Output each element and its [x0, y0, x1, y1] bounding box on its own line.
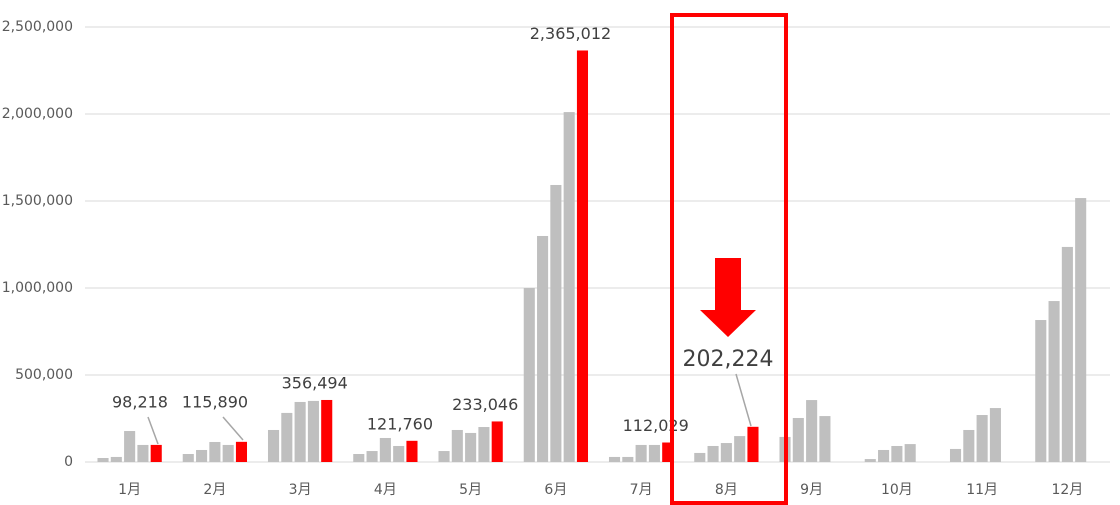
bar: [366, 451, 378, 462]
bar: [648, 444, 660, 462]
bar: [622, 456, 634, 462]
bar: [321, 399, 333, 462]
bar: [662, 442, 674, 462]
x-tick-label: 3月: [289, 482, 312, 498]
data-label: 233,046: [452, 395, 518, 414]
bar: [150, 444, 162, 462]
bar: [438, 451, 450, 462]
bar: [537, 235, 549, 462]
bar: [550, 184, 562, 462]
x-tick-label: 4月: [374, 482, 397, 498]
y-tick-label: 0: [64, 454, 73, 470]
x-tick-label: 2月: [203, 482, 226, 498]
bar: [734, 436, 746, 462]
bar: [608, 456, 621, 462]
x-tick-label: 11月: [966, 482, 998, 498]
bar: [694, 452, 706, 462]
x-tick-label: 5月: [459, 482, 482, 498]
bar: [124, 431, 136, 462]
bar: [747, 426, 759, 462]
bar: [1035, 320, 1047, 462]
bar: [949, 448, 962, 462]
bar: [989, 408, 1001, 462]
bar: [707, 445, 719, 462]
leader-line: [735, 373, 752, 427]
y-tick-label: 2,000,000: [2, 106, 73, 122]
bar: [792, 417, 804, 462]
bar: [406, 440, 418, 462]
bar: [196, 449, 208, 462]
bar: [97, 457, 109, 462]
bar: [576, 50, 589, 462]
highlight-box: [670, 13, 788, 505]
data-label: 112,029: [623, 416, 689, 435]
bar: [904, 444, 916, 462]
bar: [182, 453, 194, 462]
y-tick-label: 2,500,000: [2, 19, 73, 35]
bar: [819, 416, 831, 462]
bar: [235, 441, 248, 462]
bar: [720, 443, 732, 462]
bar: [963, 429, 975, 462]
bar: [222, 444, 234, 462]
y-tick-label: 1,000,000: [2, 280, 73, 296]
x-tick-label: 8月: [715, 482, 738, 498]
x-tick-label: 9月: [800, 482, 823, 498]
bar: [137, 444, 149, 462]
arrow: [700, 258, 756, 337]
x-tick-label: 7月: [630, 482, 653, 498]
x-tick-label: 10月: [881, 482, 913, 498]
bar: [379, 437, 391, 462]
bar: [635, 444, 647, 462]
data-label: 121,760: [367, 414, 433, 433]
data-label: 115,890: [182, 393, 248, 412]
bar: [209, 441, 221, 462]
x-tick-label: 6月: [544, 482, 567, 498]
bar: [491, 421, 503, 462]
bar: [478, 427, 490, 462]
bar: [864, 459, 876, 462]
bar: [110, 456, 122, 462]
highlight: [670, 13, 788, 505]
data-label: 2,365,012: [530, 24, 611, 43]
bar: [451, 429, 463, 462]
bar: [465, 432, 477, 462]
bar: [563, 112, 575, 462]
leader-line: [222, 416, 244, 441]
bar: [294, 401, 306, 462]
bar: [976, 415, 988, 462]
x-tick-label: 1月: [118, 482, 141, 498]
bar: [267, 429, 280, 462]
bar: [353, 453, 365, 462]
y-tick-label: 500,000: [15, 367, 73, 383]
bar: [891, 445, 903, 462]
bar: [307, 400, 319, 462]
bar: [878, 449, 890, 462]
bar: [806, 400, 818, 462]
bar: [281, 412, 293, 462]
bar: [393, 445, 405, 462]
y-tick-label: 1,500,000: [2, 193, 73, 209]
bar: [1048, 301, 1060, 462]
bar: [523, 288, 535, 462]
x-tick-label: 12月: [1051, 482, 1083, 498]
data-label: 202,224: [683, 347, 774, 372]
leader-line: [147, 416, 159, 445]
data-label: 356,494: [282, 373, 348, 392]
data-label: 98,218: [112, 393, 168, 412]
bar: [1061, 246, 1073, 462]
bar: [1075, 198, 1087, 463]
